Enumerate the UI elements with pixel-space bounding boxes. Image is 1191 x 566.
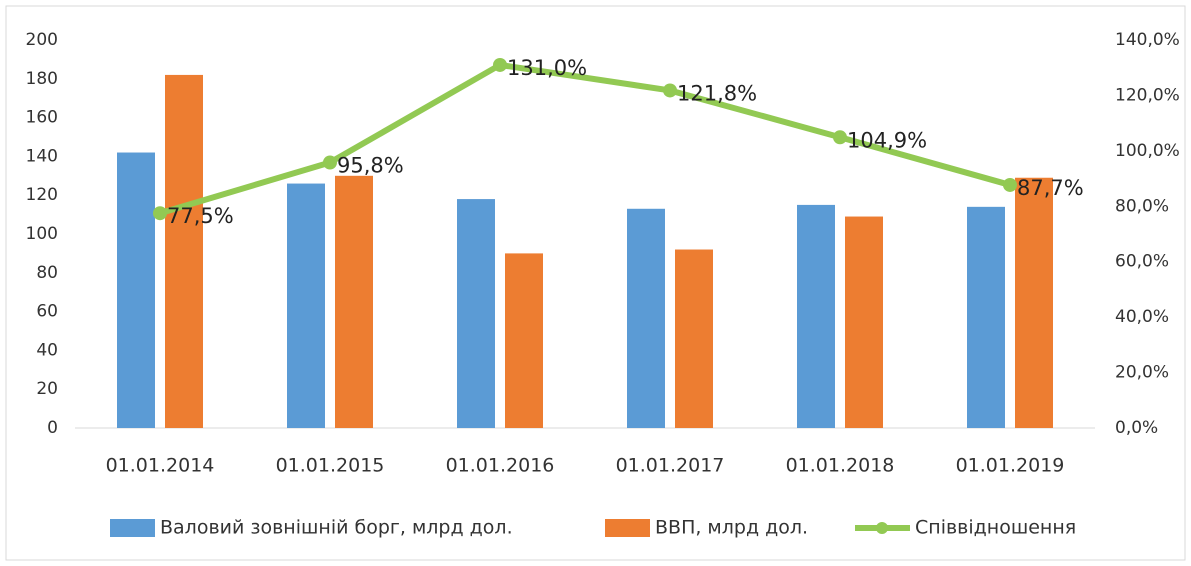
data-label: 77,5% xyxy=(167,204,234,228)
bar xyxy=(967,206,1005,428)
legend-swatch xyxy=(605,519,650,537)
y-tick-label: 120 xyxy=(26,185,58,205)
bar xyxy=(505,253,543,428)
legend-label: ВВП, млрд дол. xyxy=(655,517,808,539)
x-tick-label: 01.01.2019 xyxy=(956,455,1065,477)
bar xyxy=(1015,177,1053,428)
x-tick-label: 01.01.2016 xyxy=(446,455,555,477)
x-tick-label: 01.01.2015 xyxy=(276,455,385,477)
line-marker xyxy=(153,206,167,221)
line-marker xyxy=(1003,177,1017,192)
bar xyxy=(845,216,883,428)
y-tick-label: 0 xyxy=(47,418,58,438)
y-tick-label: 40 xyxy=(36,340,58,360)
legend-swatch xyxy=(110,519,155,537)
y-tick-label: 160 xyxy=(26,108,58,128)
y-tick-label: 200 xyxy=(26,30,58,50)
y2-tick-label: 0,0% xyxy=(1115,418,1158,438)
y-tick-label: 100 xyxy=(26,224,58,244)
legend-label: Валовий зовнішній борг, млрд дол. xyxy=(160,517,513,539)
y2-tick-label: 120,0% xyxy=(1115,85,1180,105)
y2-tick-label: 60,0% xyxy=(1115,252,1169,272)
y2-tick-label: 40,0% xyxy=(1115,307,1169,327)
y-tick-label: 20 xyxy=(36,379,58,399)
line xyxy=(159,61,1011,217)
legend-label: Співвідношення xyxy=(915,517,1076,539)
data-label: 121,8% xyxy=(677,81,757,105)
y-tick-label: 60 xyxy=(36,302,58,322)
y2-tick-label: 140,0% xyxy=(1115,30,1180,50)
line-marker xyxy=(323,155,337,170)
y-tick-label: 140 xyxy=(26,146,58,166)
bar xyxy=(797,204,835,428)
bar xyxy=(627,208,665,428)
bar xyxy=(335,175,373,428)
bar xyxy=(287,183,325,428)
y2-tick-label: 100,0% xyxy=(1115,141,1180,161)
bar xyxy=(457,199,495,428)
y-tick-label: 180 xyxy=(26,69,58,89)
data-label: 104,9% xyxy=(847,128,927,152)
bar xyxy=(165,74,203,429)
y-tick-label: 80 xyxy=(36,263,58,283)
x-tick-label: 01.01.2017 xyxy=(616,455,725,477)
y2-tick-label: 20,0% xyxy=(1115,363,1169,383)
x-tick-label: 01.01.2018 xyxy=(786,455,895,477)
data-label: 95,8% xyxy=(337,153,404,177)
legend-swatch xyxy=(876,522,888,534)
line-marker xyxy=(833,130,847,145)
data-label: 131,0% xyxy=(507,56,587,80)
line-marker xyxy=(663,83,677,98)
y2-tick-label: 80,0% xyxy=(1115,196,1169,216)
x-tick-label: 01.01.2014 xyxy=(106,455,215,477)
data-label: 87,7% xyxy=(1017,176,1084,200)
bar xyxy=(675,249,713,428)
bar xyxy=(117,152,155,428)
line-marker xyxy=(493,57,507,72)
